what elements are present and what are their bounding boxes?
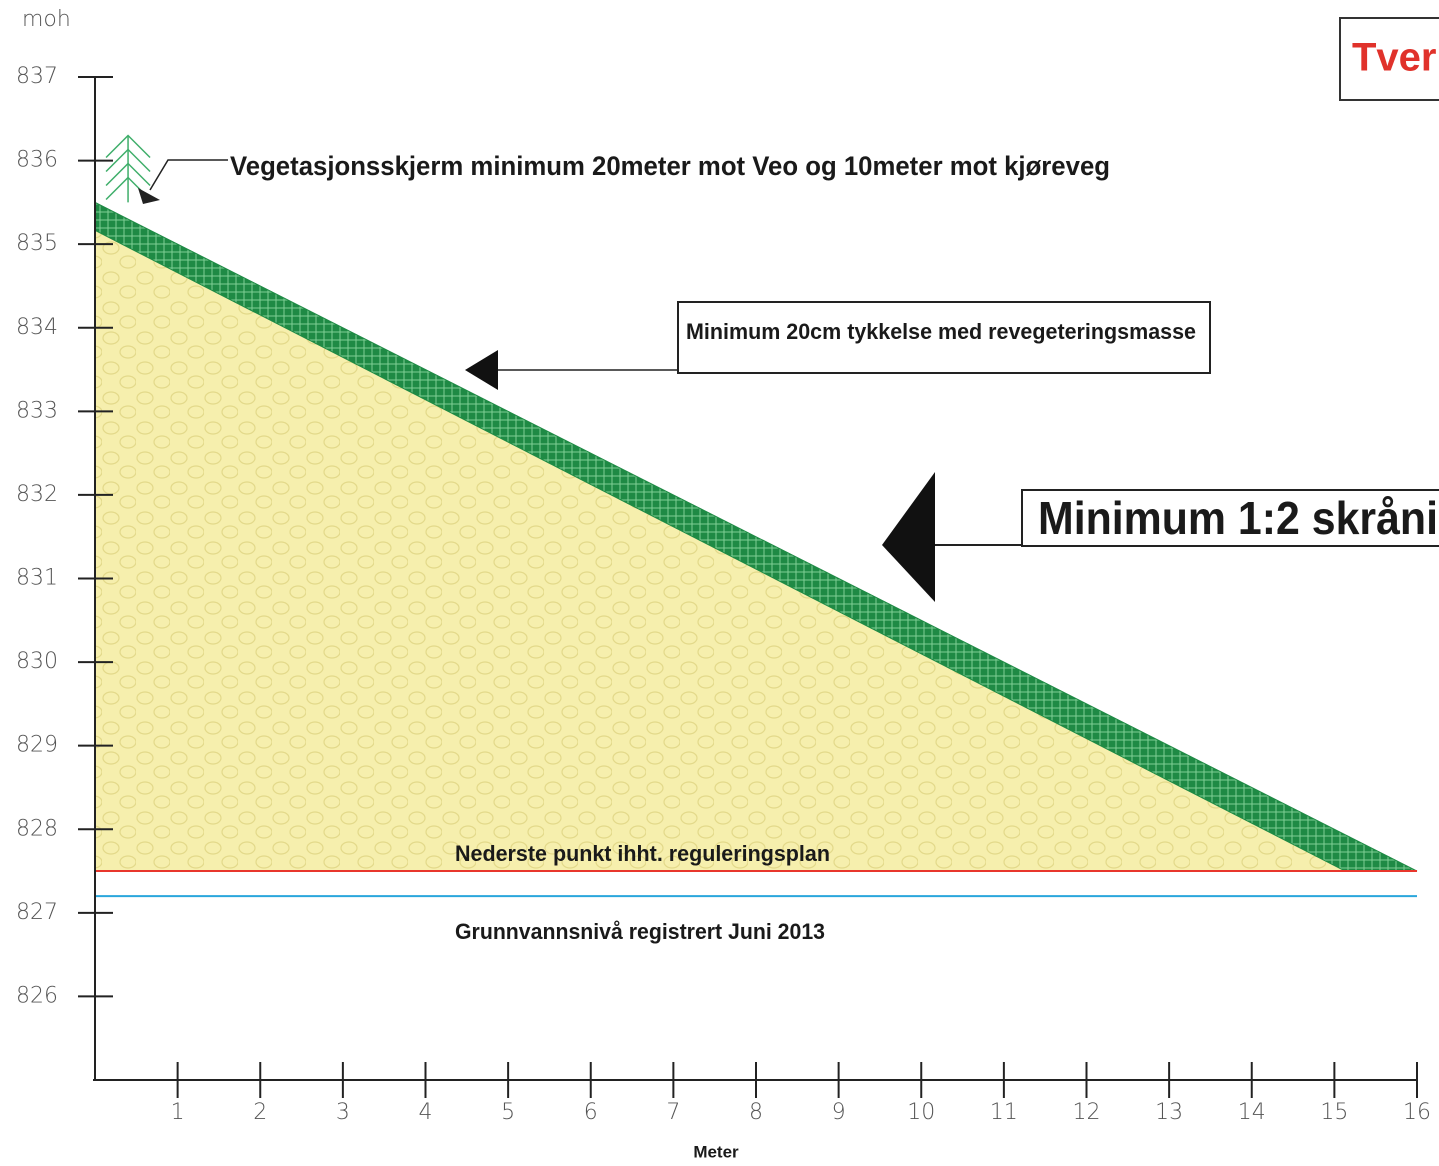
x-tick-label: 4	[419, 1100, 433, 1125]
x-tick-label: 9	[832, 1100, 846, 1125]
y-tick-label: 830	[16, 649, 58, 674]
y-tick-label: 837	[16, 64, 58, 89]
y-tick-label: 828	[16, 816, 58, 841]
x-tick-label: 11	[990, 1100, 1018, 1125]
x-tick-label: 14	[1238, 1100, 1266, 1125]
y-tick-label: 827	[16, 900, 58, 925]
x-tick-label: 16	[1403, 1100, 1431, 1125]
x-tick-label: 3	[336, 1100, 350, 1125]
title-box	[1339, 17, 1439, 101]
x-tick-label: 10	[907, 1100, 935, 1125]
arrow-head	[465, 350, 498, 390]
y-tick-label: 829	[16, 733, 58, 758]
y-tick-label: 835	[16, 231, 58, 256]
annotation: Vegetasjonsskjerm minimum 20meter mot Ve…	[230, 151, 1110, 181]
x-tick-label: 5	[501, 1100, 515, 1125]
x-tick-label: 1	[171, 1100, 185, 1125]
chart-title: Tverr	[1352, 36, 1439, 80]
arrow-head	[138, 188, 160, 204]
y-tick-label: 826	[16, 983, 58, 1008]
x-tick-label: 7	[666, 1100, 680, 1125]
x-tick-label: 2	[253, 1100, 267, 1125]
annotation: Minimum 1:2 skråni	[1038, 492, 1438, 544]
annotation-box	[677, 301, 1211, 374]
annotation: Minimum 20cm tykkelse med revegeteringsm…	[686, 319, 1196, 344]
annotation-box	[1021, 489, 1439, 547]
x-tick-label: 15	[1320, 1100, 1348, 1125]
y-tick-label: 836	[16, 148, 58, 173]
y-tick-label: 834	[16, 315, 58, 340]
arrow-head	[882, 472, 935, 602]
legend-label: Nederste punkt ihht. reguleringsplan	[455, 841, 830, 866]
y-tick-label: 832	[16, 482, 58, 507]
legend-label: Grunnvannsnivå registrert Juni 2013	[455, 919, 825, 944]
x-tick-label: 13	[1155, 1100, 1183, 1125]
x-tick-label: 8	[749, 1100, 763, 1125]
tree-icon	[105, 134, 151, 159]
y-axis-label: moh	[22, 7, 71, 32]
x-tick-label: 12	[1073, 1100, 1101, 1125]
y-tick-label: 833	[16, 398, 58, 423]
x-tick-label: 6	[584, 1100, 598, 1125]
x-axis-label: Meter	[693, 1142, 739, 1161]
y-tick-label: 831	[16, 566, 58, 591]
leader-line	[149, 159, 228, 191]
